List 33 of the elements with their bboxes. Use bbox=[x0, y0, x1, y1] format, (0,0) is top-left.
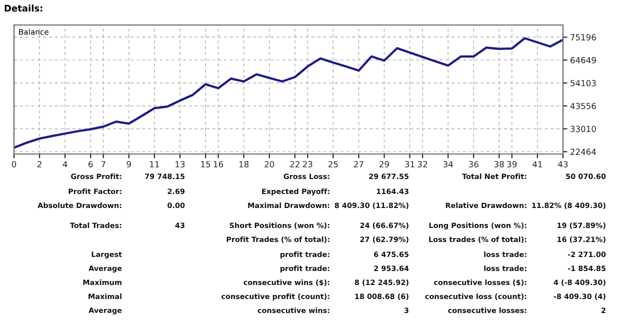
y-tick-label: 54103 bbox=[570, 80, 596, 86]
x-tick-label: 39 bbox=[507, 161, 517, 168]
line-series bbox=[14, 37, 563, 149]
x-tick-label: 36 bbox=[468, 161, 478, 168]
x-tick-label: 4 bbox=[62, 161, 68, 168]
x-tick-label: 29 bbox=[380, 161, 389, 168]
x-tick-label: 23 bbox=[302, 161, 312, 168]
y-tick-label: 75196 bbox=[570, 34, 596, 40]
x-tick-label: 22 bbox=[290, 161, 300, 168]
x-tick-label: 20 bbox=[264, 161, 274, 168]
x-tick-label: 25 bbox=[328, 161, 338, 168]
y-tick-label: 64649 bbox=[570, 57, 596, 64]
x-tick-label: 9 bbox=[126, 161, 131, 168]
x-tick-label: 2 bbox=[37, 161, 42, 168]
x-tick-label: 27 bbox=[354, 161, 364, 168]
y-tick-label: 22464 bbox=[570, 148, 596, 155]
chart-title: Details: bbox=[4, 4, 42, 12]
y-tick-label: 43556 bbox=[570, 102, 596, 110]
x-tick-label: 11 bbox=[150, 161, 159, 168]
x-tick-label: 6 bbox=[88, 161, 93, 168]
x-tick-label: 38 bbox=[494, 161, 504, 168]
x-tick-label: 43 bbox=[558, 161, 568, 168]
x-tick-label: 15 bbox=[201, 161, 210, 168]
x-tick-label: 16 bbox=[214, 161, 224, 168]
x-tick-label: 18 bbox=[239, 161, 249, 168]
x-tick-label: 32 bbox=[418, 161, 428, 168]
x-tick-label: 0 bbox=[12, 161, 16, 168]
y-tick-label: 33010 bbox=[570, 126, 596, 132]
x-tick-label: 41 bbox=[532, 161, 542, 168]
x-tick-label: 13 bbox=[176, 161, 185, 168]
x-tick-label: 31 bbox=[405, 161, 414, 168]
x-tick-label: 7 bbox=[101, 161, 106, 168]
x-tick-label: 34 bbox=[443, 161, 453, 168]
